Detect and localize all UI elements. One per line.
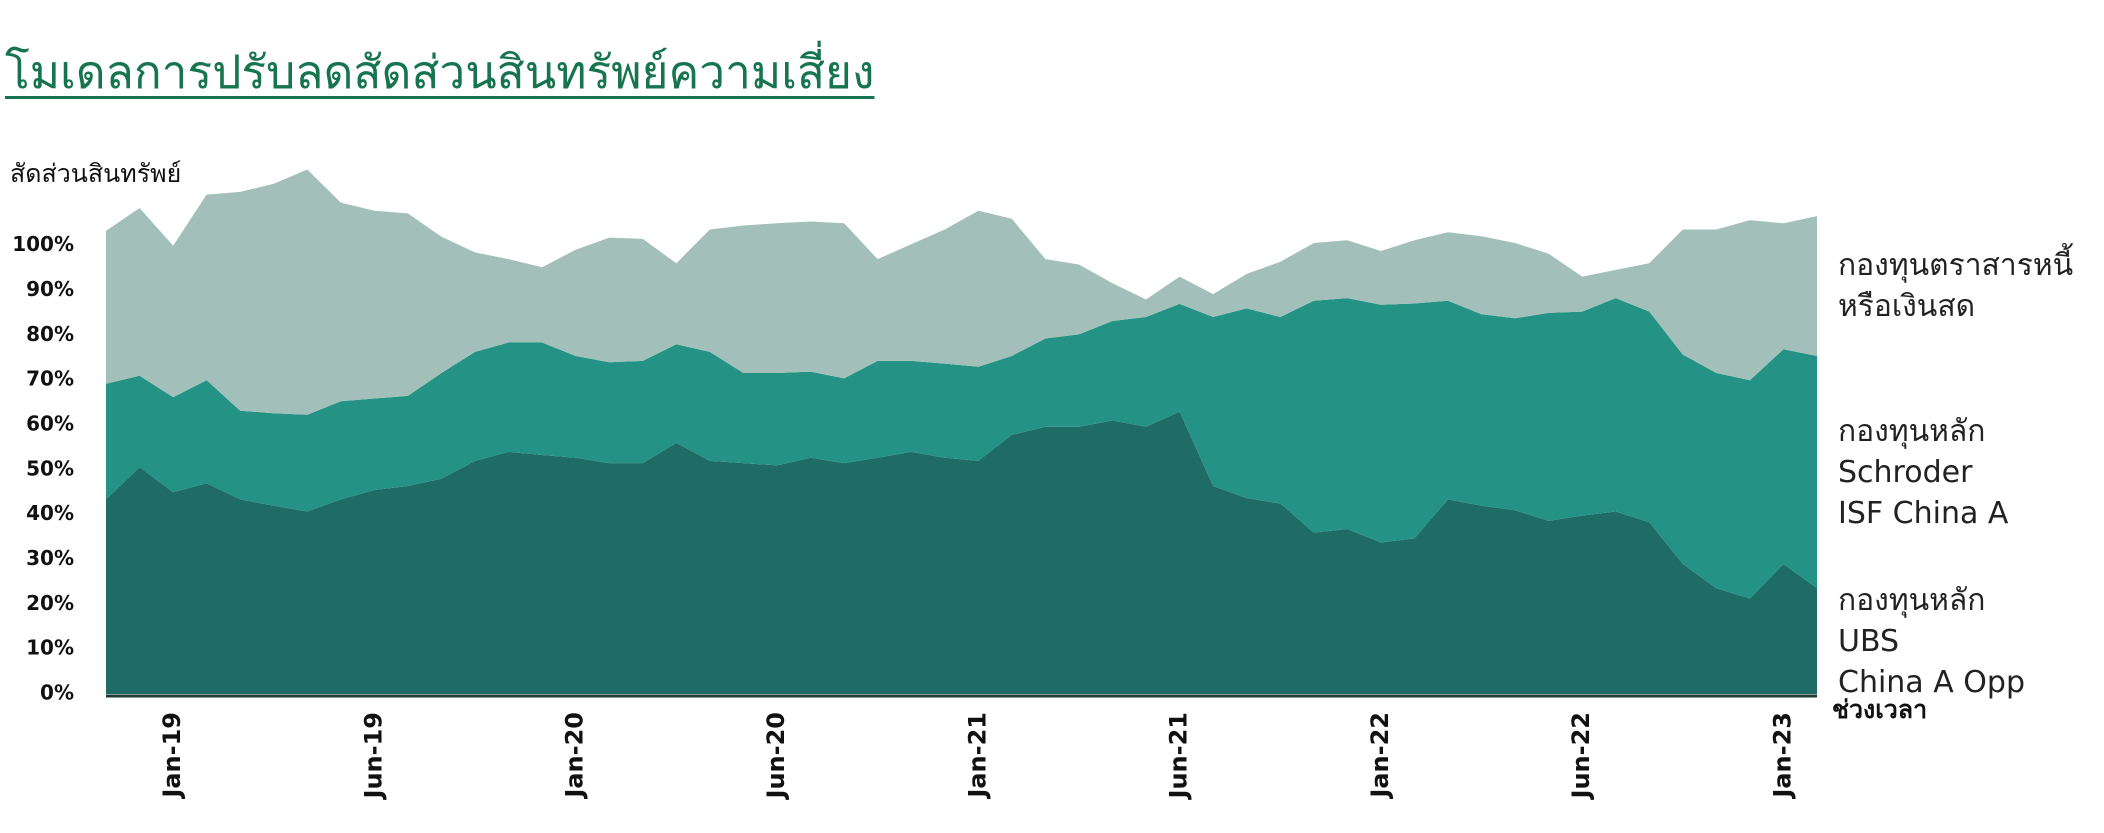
y-tick-label: 50% [26,456,74,480]
x-tick-label: Jan-21 [963,712,991,800]
y-tick-label: 80% [26,322,74,346]
x-tick-label: Jun-20 [762,712,790,800]
y-tick-label: 60% [26,412,74,436]
x-tick-label: Jan-23 [1769,712,1797,800]
y-tick-label: 100% [12,232,74,256]
area [106,298,1817,599]
y-tick-label: 70% [26,367,74,391]
legend-label: กองทุนตราสารหนี้ หรือเงินสด [1838,248,2074,325]
y-axis-label: สัดส่วนสินทรัพย์ [10,159,182,188]
y-tick-label: 30% [26,546,74,570]
y-tick-label: 10% [26,636,74,660]
area [106,411,1817,694]
chart-title: โมเดลการปรับลดสัดส่วนสินทรัพย์ความเสี่ยง [5,45,875,99]
y-tick-label: 40% [26,501,74,525]
y-tick-label: 20% [26,591,74,615]
legend-label: กองทุนหลัก Schroder ISF China A [1838,413,2009,531]
y-tick-label: 90% [26,277,74,301]
x-tick-label: Jan-22 [1366,712,1394,800]
legend-label: กองทุนหลัก UBS China A Opp [1838,582,2025,700]
x-tick-label: Jun-19 [359,712,387,800]
x-tick-label: Jan-20 [561,712,589,800]
x-axis-label: ช่วงเวลา [1832,695,1928,724]
x-tick-label: Jun-21 [1165,712,1193,800]
y-tick-label: 0% [40,681,74,705]
area [106,169,1817,415]
x-tick-label: Jan-19 [158,712,186,800]
x-tick-label: Jun-22 [1567,712,1595,800]
